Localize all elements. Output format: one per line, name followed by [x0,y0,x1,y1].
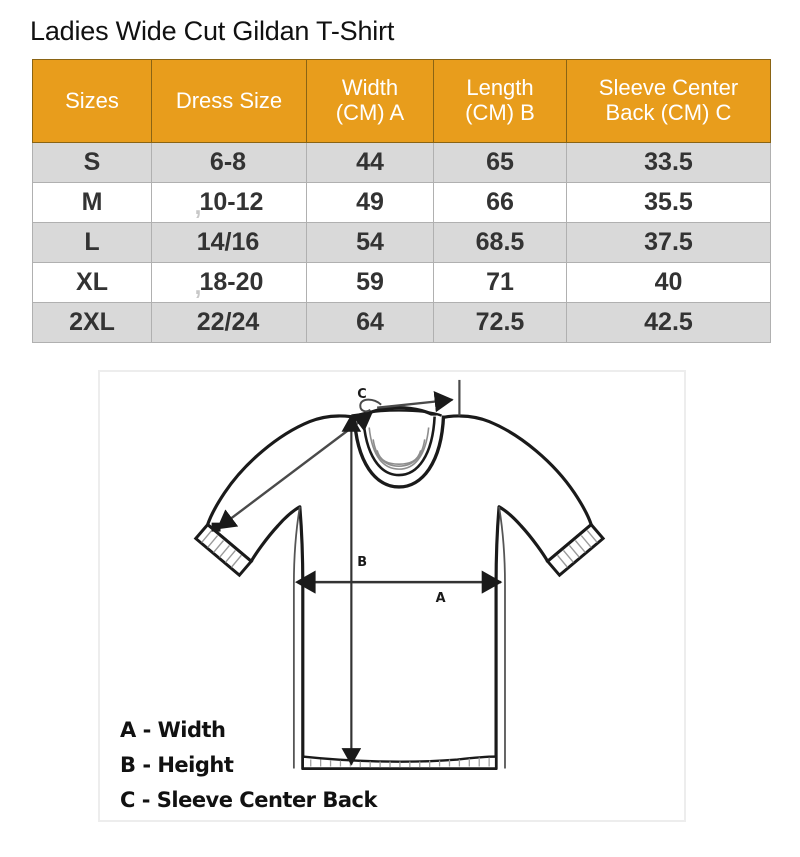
cell-dress-size: 14/16 [151,222,307,263]
column-header-sleeve-center-back: Sleeve Center Back (CM) C [566,59,771,143]
column-header-sizes: Sizes [32,59,152,143]
cell-length: 66 [433,182,567,223]
cell-size: 2XL [32,302,152,343]
cell-sleeve: 33.5 [566,142,771,183]
page-title: Ladies Wide Cut Gildan T-Shirt [30,16,395,46]
table-header-row: Sizes Dress Size Width (CM) A Length (CM… [32,59,771,143]
column-header-sleeve-line2: Back (CM) C [605,100,732,125]
cell-width: 59 [306,262,434,303]
sleeve-seam-right [498,506,506,769]
column-header-dress-size-line1: Dress Size [175,87,283,113]
table-row: XL ,18-20 59 71 40 [32,262,771,303]
cell-length: 65 [433,142,567,183]
comma-artifact: , [194,272,202,300]
cell-size: XL [32,262,152,303]
sleeve-cuff-left [193,522,254,578]
tshirt-diagram-panel: C B A [98,370,686,822]
cell-size: S [32,142,152,183]
cell-width: 49 [306,182,434,223]
measure-label-b: B [357,555,367,570]
comma-artifact: , [194,192,202,220]
cell-dress-size-value: 6-8 [209,148,247,176]
column-header-length-line2: (CM) B [465,100,535,125]
cell-size: M [32,182,152,223]
table-row: S 6-8 44 65 33.5 [32,142,771,183]
cell-length: 72.5 [433,302,567,343]
cell-dress-size-value: 18-20 [199,268,264,296]
cell-dress-size-value: 10-12 [199,188,264,216]
measure-label-c: C [357,387,366,402]
column-header-sizes-line1: Sizes [65,87,119,113]
cell-size: L [32,222,152,263]
tshirt-diagram-svg: C B A [193,379,606,771]
sleeve-cuff-right [545,522,606,578]
cell-sleeve: 35.5 [566,182,771,223]
cell-length: 68.5 [433,222,567,263]
cell-sleeve: 40 [566,262,771,303]
cell-width: 54 [306,222,434,263]
column-header-dress-size: Dress Size [151,59,307,143]
cell-dress-size-value: 14/16 [196,228,260,256]
measure-label-a: A [436,591,446,606]
measure-arrow-a: A [294,570,503,606]
column-header-length-line1: Length [466,75,534,101]
column-header-sleeve-line1: Sleeve Center [598,75,739,101]
cell-sleeve: 42.5 [566,302,771,343]
cell-length: 71 [433,262,567,303]
cell-dress-size: 6-8 [151,142,307,183]
cell-dress-size: ,18-20 [151,262,307,303]
cell-dress-size: 22/24 [151,302,307,343]
column-header-width-line1: Width [341,75,399,101]
column-header-width-line2: (CM) A [335,100,405,125]
table-row: M ,10-12 49 66 35.5 [32,182,771,223]
collar-rib-3 [376,450,422,465]
size-chart-table: Sizes Dress Size Width (CM) A Length (CM… [32,59,771,343]
column-header-length: Length (CM) B [433,59,567,143]
collar-rib-1 [368,427,430,470]
measurement-legend: A - Width B - Height C - Sleeve Center B… [120,713,377,818]
table-row: L 14/16 54 68.5 37.5 [32,222,771,263]
legend-item-b: B - Height [120,753,234,777]
table-row: 2XL 22/24 64 72.5 42.5 [32,302,771,343]
cell-sleeve: 37.5 [566,222,771,263]
cell-dress-size: ,10-12 [151,182,307,223]
cell-width: 64 [306,302,434,343]
cell-dress-size-value: 22/24 [196,308,260,336]
column-header-width: Width (CM) A [306,59,434,143]
cell-width: 44 [306,142,434,183]
legend-item-c: C - Sleeve Center Back [120,788,377,812]
legend-item-a: A - Width [120,718,226,742]
